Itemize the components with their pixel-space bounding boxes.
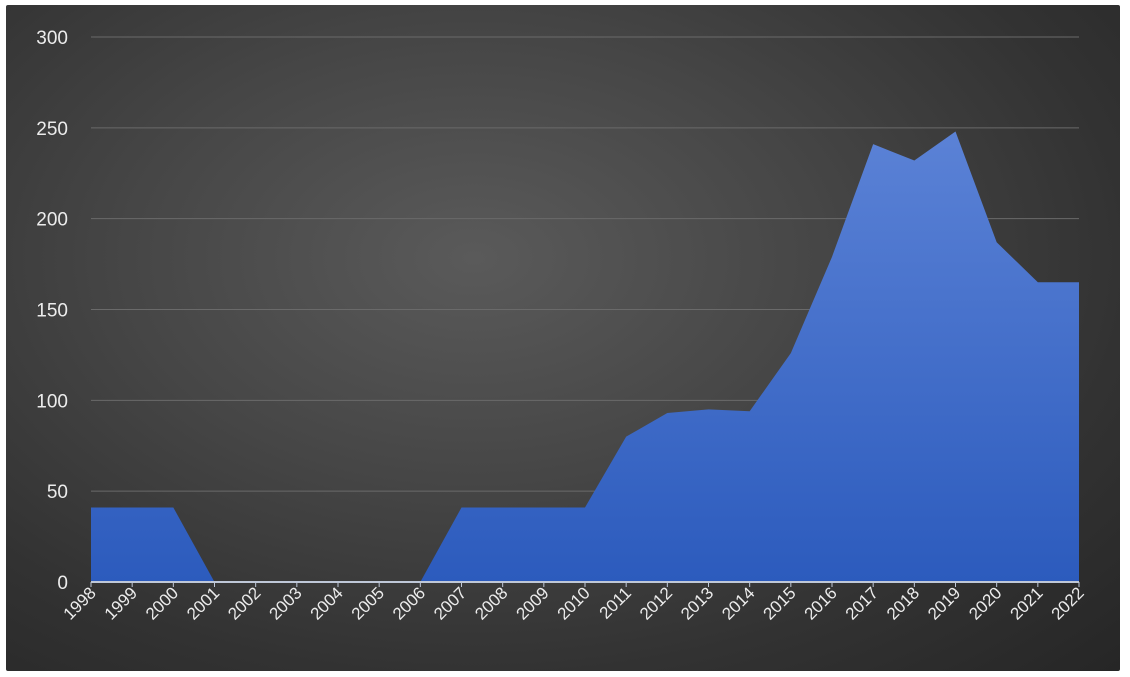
x-tick-label-2008: 2008 (471, 583, 511, 623)
area-chart: 0 50 100 150 200 250 300 1998 1999 2000 2001 2002 2… (36, 28, 1088, 624)
x-tick-label-2000: 2000 (142, 583, 182, 623)
x-tick-label-2011: 2011 (596, 583, 635, 622)
y-tick-label-0: 0 (57, 573, 68, 594)
x-tick-label-2017: 2017 (842, 583, 882, 623)
x-tick-label-2021: 2021 (1006, 583, 1046, 623)
x-tick-label-2014: 2014 (718, 583, 758, 623)
x-tick-label-2002: 2002 (224, 583, 264, 623)
axes (90, 581, 1080, 587)
x-tick-label-2001: 2001 (183, 583, 223, 623)
x-tick-label-2012: 2012 (636, 583, 676, 623)
x-tick-label-2013: 2013 (677, 583, 717, 623)
chart-container: 0 50 100 150 200 250 300 1998 1999 2000 2001 2002 2… (6, 5, 1120, 671)
x-tick-label-2022: 2022 (1048, 583, 1088, 623)
x-tick-label-2020: 2020 (965, 583, 1005, 623)
area-series-0 (91, 131, 1079, 582)
x-tick-label-2004: 2004 (307, 583, 347, 623)
y-tick-label-200: 200 (36, 210, 68, 231)
y-tick-label-300: 300 (36, 28, 68, 49)
x-tick-label-2009: 2009 (512, 583, 552, 623)
x-tick-label-2006: 2006 (389, 583, 429, 623)
x-tick-label-1999: 1999 (101, 583, 141, 623)
x-tick-label-2005: 2005 (348, 583, 388, 623)
y-tick-label-250: 250 (36, 119, 68, 140)
y-tick-labels: 0 50 100 150 200 250 300 (36, 28, 68, 594)
x-tick-label-2018: 2018 (883, 583, 923, 623)
x-tick-label-2015: 2015 (759, 583, 799, 623)
x-tick-label-2007: 2007 (430, 583, 470, 623)
x-tick-label-2016: 2016 (801, 583, 841, 623)
x-tick-label-2003: 2003 (265, 583, 305, 623)
y-tick-label-100: 100 (36, 391, 68, 412)
area-series (91, 131, 1079, 582)
x-tick-labels: 1998 1999 2000 2001 2002 2003 2004 2005 2006 2007… (60, 583, 1088, 623)
x-tick-label-2019: 2019 (924, 583, 964, 623)
y-tick-label-50: 50 (47, 482, 68, 503)
x-tick-label-2010: 2010 (554, 583, 594, 623)
y-tick-label-150: 150 (36, 301, 68, 322)
